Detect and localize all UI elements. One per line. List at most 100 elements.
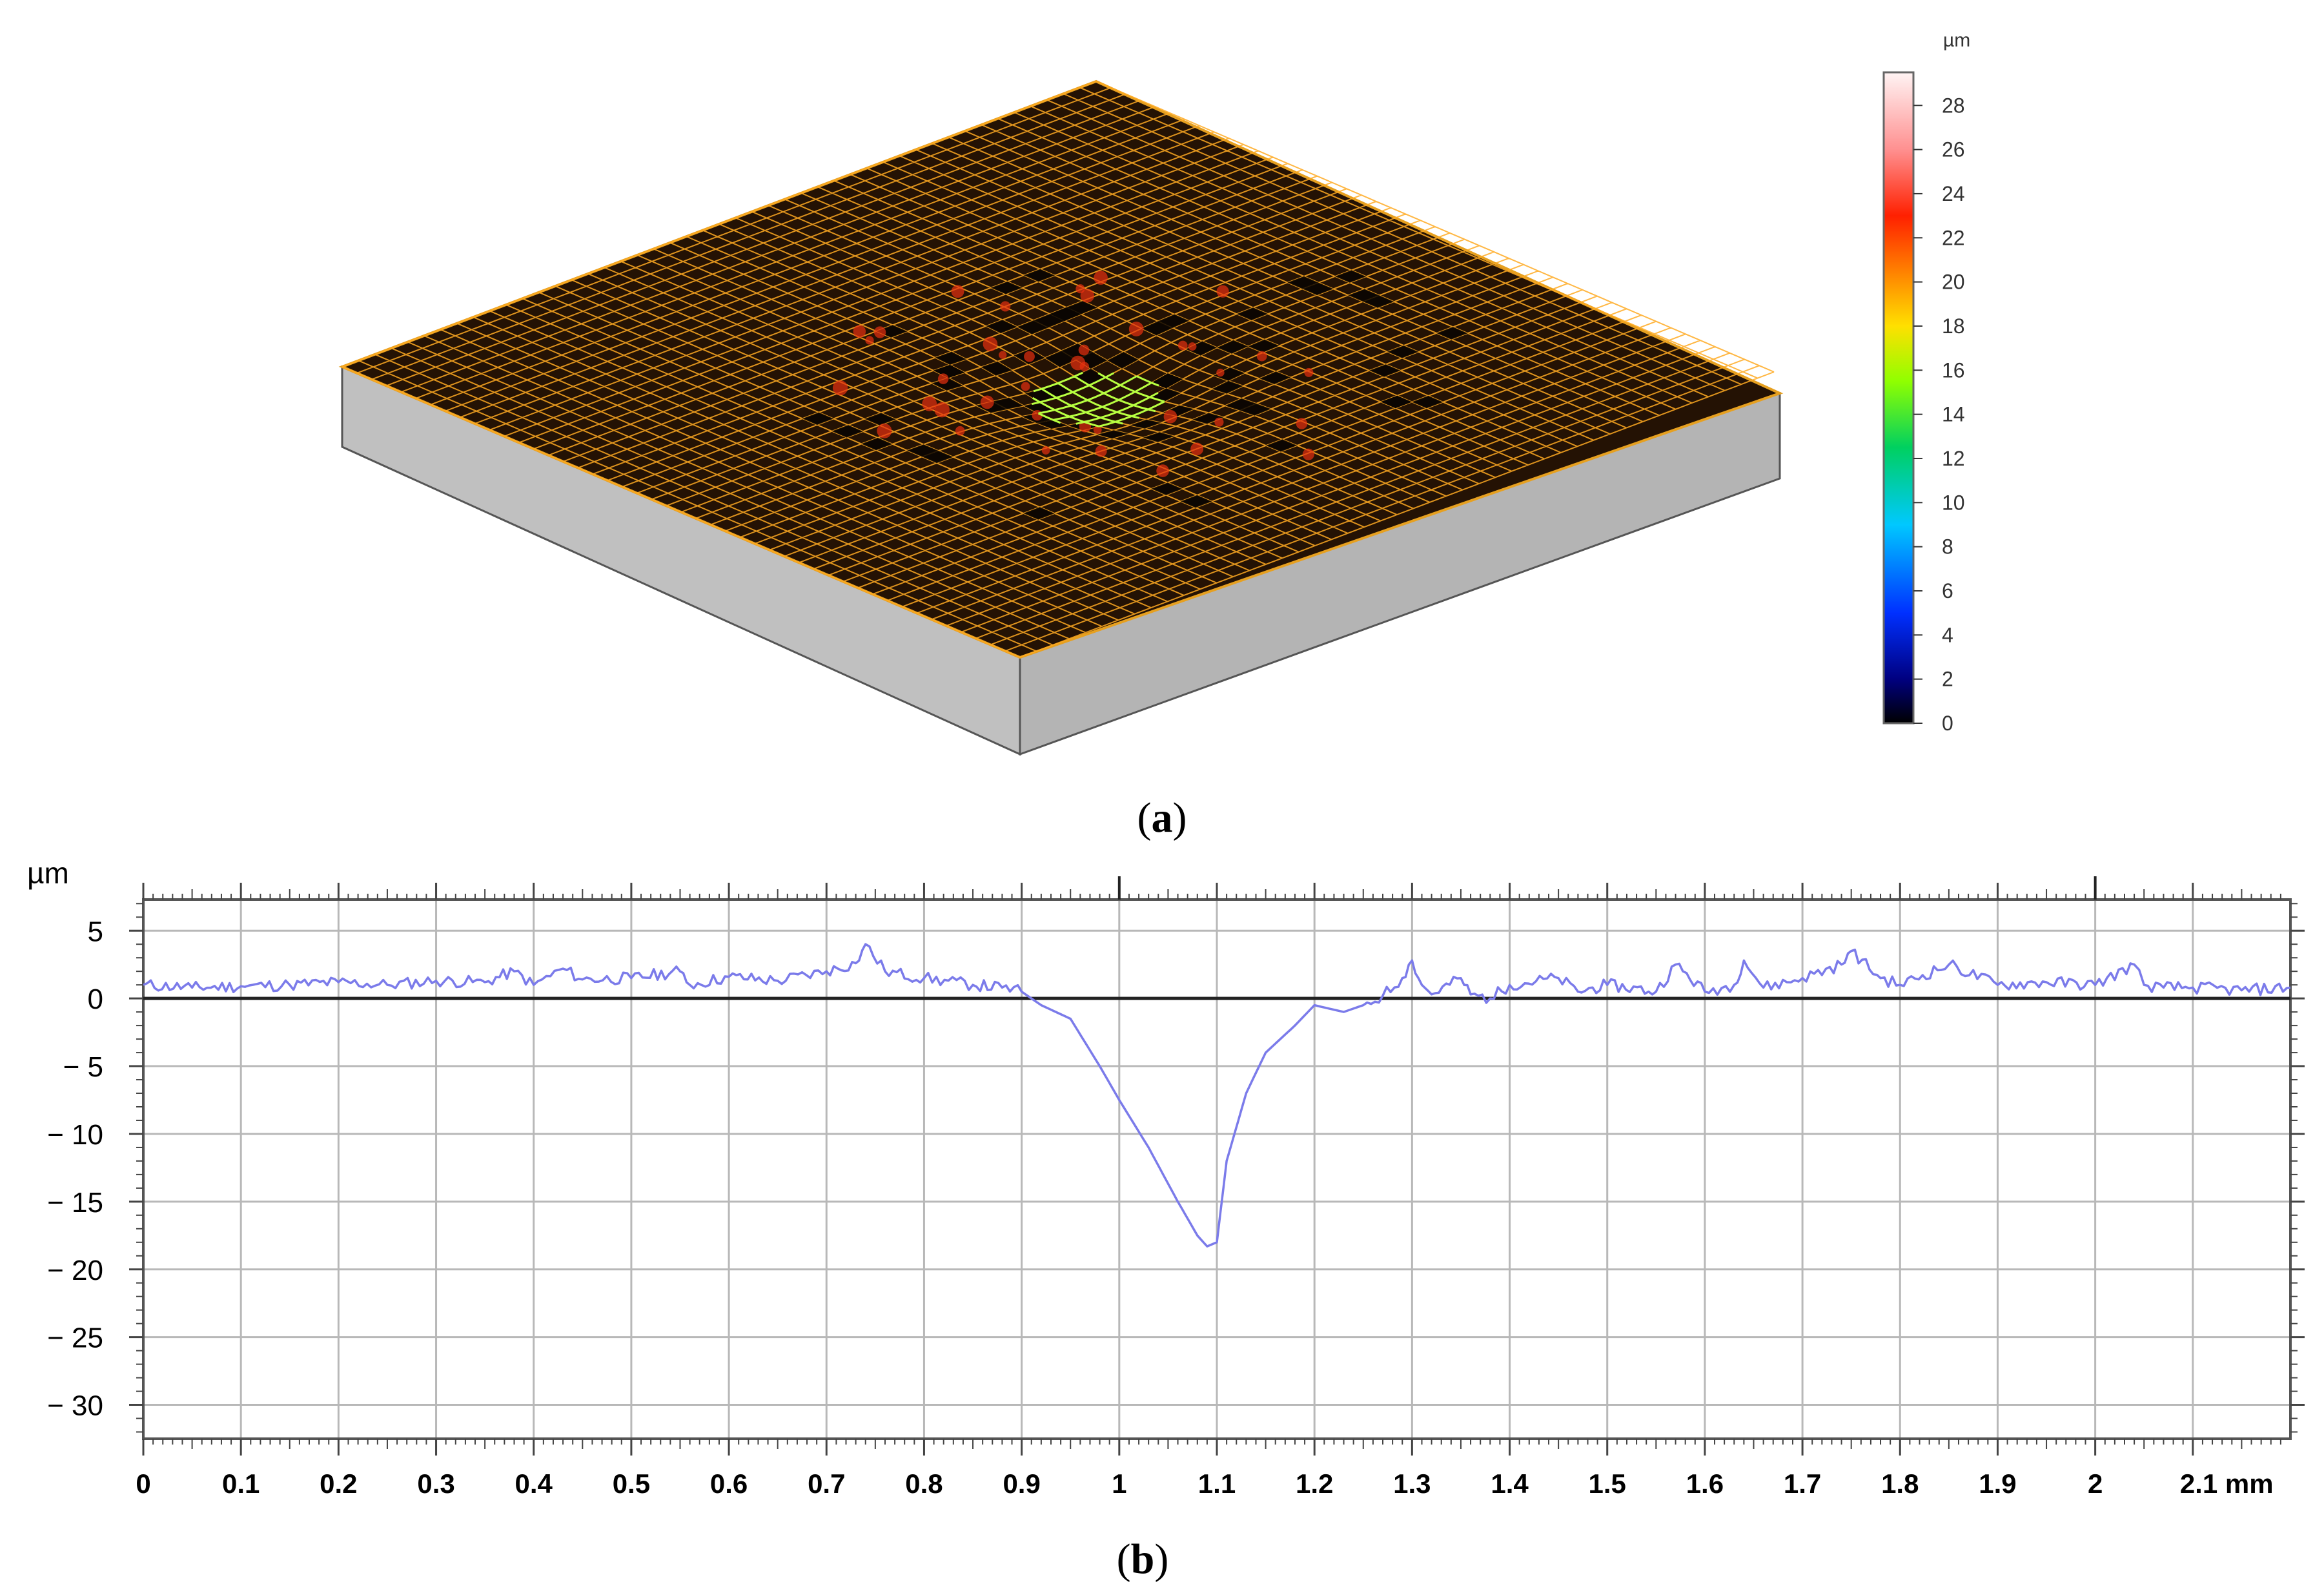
- peak-highlight: [1079, 362, 1090, 371]
- dark-cell: [1130, 419, 1161, 429]
- y-tick-label: − 25: [47, 1322, 103, 1354]
- peak-highlight: [1163, 409, 1177, 424]
- peak-highlight: [1216, 368, 1225, 377]
- panel-b-profile-chart: 50− 5− 10− 15− 20− 25− 30 0 0.1 0.2 0.3 0.4 0…: [27, 856, 2305, 1583]
- x-tick-label: 1.1: [1198, 1468, 1236, 1499]
- dark-cell: [1239, 403, 1271, 416]
- x-tick-label: 0.7: [808, 1468, 845, 1499]
- x-tick-label: 1.9: [1979, 1468, 2016, 1499]
- dark-cell: [802, 412, 834, 425]
- y-tick-label: 5: [88, 916, 103, 947]
- colorbar-tick-label: 10: [1942, 491, 1965, 514]
- x-tick-label: 1.3: [1393, 1468, 1431, 1499]
- colorbar-unit: µm: [1943, 30, 1970, 51]
- dark-cell: [1157, 314, 1190, 328]
- dark-cell: [1066, 301, 1097, 314]
- dark-cell: [1287, 276, 1319, 289]
- x-tick-label: 0.2: [320, 1468, 357, 1499]
- dark-cell: [1236, 307, 1268, 320]
- y-axis-unit-label: µm: [27, 856, 69, 890]
- y-tick-label: − 5: [63, 1051, 103, 1083]
- panel-a-label: (a): [1137, 794, 1187, 841]
- dark-cell: [1186, 341, 1218, 356]
- peak-highlight: [937, 373, 949, 384]
- dark-cell: [1214, 367, 1245, 381]
- peak-highlight: [832, 380, 848, 396]
- dark-cell: [1107, 351, 1139, 369]
- colorbar-tick-label: 14: [1942, 403, 1965, 426]
- colorbar-tick-label: 20: [1942, 271, 1965, 294]
- dark-cell: [1050, 307, 1081, 321]
- dark-cell: [1023, 402, 1055, 414]
- dark-cell: [861, 437, 893, 451]
- x-tick-label: 0.8: [905, 1468, 943, 1499]
- dark-cell: [1023, 269, 1055, 282]
- dark-cell: [1335, 270, 1367, 283]
- colorbar-tick-label: 8: [1942, 535, 1953, 559]
- peak-highlight: [1041, 446, 1050, 455]
- peak-highlight: [1304, 367, 1314, 377]
- peak-highlight: [934, 402, 950, 418]
- dark-cell: [864, 413, 896, 426]
- peak-highlight: [1188, 342, 1197, 351]
- dark-cell: [1387, 345, 1419, 358]
- peak-highlight: [1177, 340, 1188, 351]
- peak-highlight: [1080, 289, 1094, 303]
- dark-cell: [1151, 373, 1183, 389]
- dark-cell: [1259, 371, 1291, 384]
- dark-cell: [1143, 432, 1174, 442]
- colorbar-tick-label: 22: [1942, 226, 1965, 249]
- peak-highlight: [1128, 322, 1144, 336]
- dark-cell: [981, 361, 1012, 376]
- peak-highlight: [951, 285, 964, 298]
- peak-highlight: [1256, 351, 1267, 362]
- dark-cell: [992, 397, 1024, 409]
- colorbar-tick-label: 2: [1942, 668, 1953, 691]
- x-tick-label: 0.5: [613, 1468, 650, 1499]
- x-axis-tick-labels: 0 0.1 0.2 0.3 0.4 0.5 0.6 0.7 0.8 0.9 1 1.1 1.2 1.3 1.…: [136, 1468, 2273, 1499]
- peak-highlight: [1302, 448, 1314, 460]
- peak-highlight: [922, 396, 937, 411]
- peak-highlight: [1216, 285, 1229, 298]
- x-axis-ticks: [142, 876, 2281, 1456]
- dark-cell: [991, 282, 1023, 294]
- dark-cell: [1076, 352, 1108, 369]
- dark-cell: [1412, 395, 1443, 409]
- y-tick-label: − 10: [47, 1119, 103, 1151]
- x-tick-label: 1.5: [1589, 1468, 1626, 1499]
- dark-cell: [1380, 395, 1412, 409]
- peak-highlight: [853, 325, 866, 338]
- x-tick-label: 0.3: [417, 1468, 454, 1499]
- x-tick-label: 0.4: [515, 1468, 553, 1499]
- peak-highlight: [955, 426, 965, 436]
- x-tick-label: 1.8: [1881, 1468, 1919, 1499]
- peak-highlight: [865, 336, 874, 345]
- x-tick-label: 1.4: [1491, 1468, 1529, 1499]
- y-axis-tick-labels: 5 0 − 5 − 10 − 15 − 20 − 25 − 30: [47, 916, 103, 1421]
- dark-cell: [1302, 282, 1334, 296]
- colorbar-tick-label: 28: [1942, 94, 1965, 117]
- dark-cell: [933, 365, 965, 378]
- x-tick-label: 0: [136, 1468, 150, 1499]
- y-tick-label: − 15: [47, 1187, 103, 1219]
- peak-highlight: [1024, 351, 1035, 362]
- x-tick-label: 0.1: [222, 1468, 260, 1499]
- colorbar-tick-label: 24: [1942, 182, 1965, 205]
- colorbar-tick-label: 0: [1942, 712, 1953, 735]
- x-tick-label: 2: [2088, 1468, 2103, 1499]
- colorbar: [1882, 71, 1915, 725]
- dark-cell: [1017, 320, 1048, 334]
- peak-highlight: [1214, 417, 1224, 427]
- dark-cell: [1363, 295, 1394, 308]
- dark-cell: [922, 451, 953, 464]
- peak-highlight: [1190, 442, 1204, 456]
- dark-cell: [986, 320, 1017, 334]
- colorbar-tick-label: 26: [1942, 138, 1965, 161]
- x-tick-label: 1.7: [1784, 1468, 1821, 1499]
- peak-highlight: [980, 395, 994, 409]
- surface-dark-cells: [802, 269, 1468, 520]
- dark-cell: [1217, 340, 1249, 354]
- dark-cell: [1036, 420, 1068, 429]
